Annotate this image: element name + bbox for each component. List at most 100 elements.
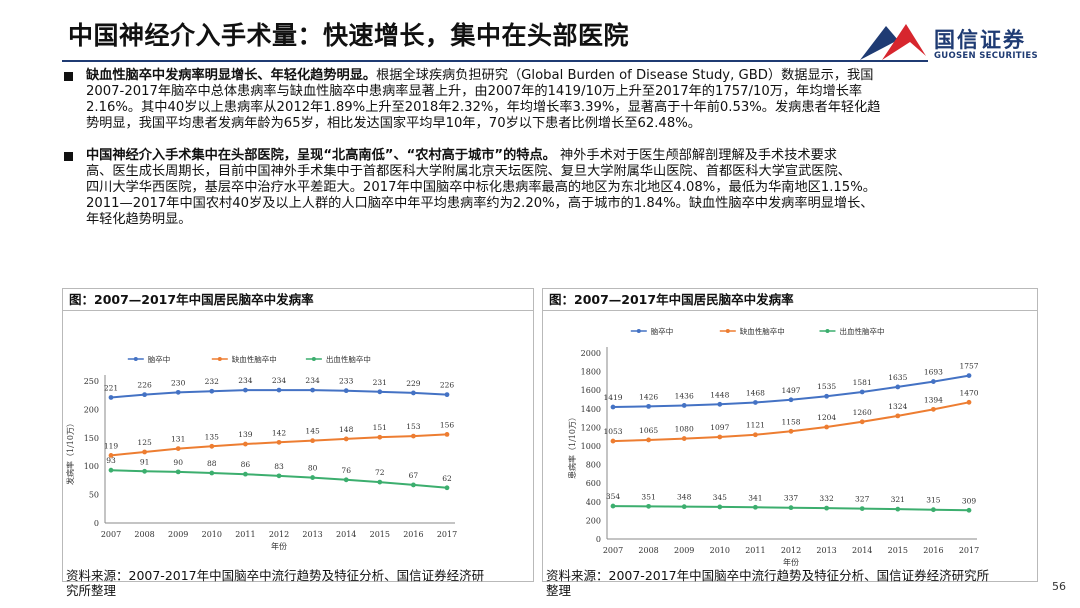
- legend-swatch-marker: [133, 357, 138, 361]
- bullet-square-icon: [64, 72, 73, 81]
- data-label: 234: [272, 376, 287, 385]
- data-label: 153: [406, 422, 421, 431]
- data-label: 83: [274, 462, 284, 471]
- data-label: 226: [137, 381, 152, 390]
- data-point: [175, 469, 181, 475]
- x-tick-label: 2015: [888, 546, 908, 555]
- data-label: 148: [339, 425, 354, 434]
- data-label: 151: [373, 423, 387, 432]
- data-point: [717, 401, 723, 407]
- data-point: [895, 506, 901, 512]
- x-tick-label: 2012: [269, 530, 289, 539]
- data-label: 351: [641, 492, 655, 501]
- data-point: [895, 384, 901, 390]
- data-label: 93: [106, 456, 116, 465]
- source-note-right: 资料来源：2007-2017年中国脑卒中流行趋势及特征分析、国信证券经济研究所 …: [546, 568, 989, 598]
- x-tick-label: 2014: [852, 546, 872, 555]
- data-point: [859, 419, 865, 425]
- series-line: [110, 469, 448, 489]
- data-point: [142, 468, 147, 474]
- data-point: [681, 436, 687, 441]
- y-tick-label: 1800: [581, 368, 601, 377]
- data-point: [209, 443, 215, 449]
- data-point: [788, 397, 794, 403]
- data-label: 234: [238, 376, 253, 385]
- data-point: [243, 471, 248, 477]
- data-label: 1053: [603, 427, 622, 436]
- data-point: [377, 479, 383, 485]
- data-label: 309: [962, 496, 977, 505]
- y-tick-label: 400: [586, 498, 601, 507]
- data-label: 1394: [924, 395, 943, 404]
- data-label: 232: [205, 377, 220, 386]
- y-tick-label: 200: [586, 516, 601, 525]
- data-label: 119: [104, 441, 119, 450]
- data-label: 91: [140, 457, 150, 466]
- legend-swatch-marker: [825, 329, 830, 333]
- x-tick-label: 2010: [202, 530, 222, 539]
- data-point: [276, 473, 282, 479]
- data-point: [646, 437, 651, 443]
- data-label: 230: [171, 378, 186, 387]
- data-label: 125: [137, 438, 152, 447]
- x-tick-label: 2013: [302, 530, 322, 539]
- legend-label: 脑卒中: [651, 326, 674, 336]
- data-label: 1436: [675, 391, 694, 400]
- data-point: [175, 446, 181, 451]
- data-point: [824, 505, 829, 511]
- data-point: [142, 449, 147, 455]
- logo-text-cn: 国信证券: [934, 28, 1026, 52]
- data-label: 1121: [746, 421, 765, 430]
- x-tick-label: 2016: [923, 546, 943, 555]
- data-label: 1470: [959, 388, 978, 397]
- source-right-line-1: 资料来源：2007-2017年中国脑卒中流行趋势及特征分析、国信证券经济研究所: [546, 568, 990, 583]
- x-tick-label: 2014: [336, 530, 356, 539]
- data-label: 332: [819, 494, 834, 503]
- data-point: [175, 389, 181, 395]
- prevalence-line-chart: 0 200 400 600 800 1000 1200 1400 1600 1800 2000 200…: [567, 326, 979, 567]
- data-label: 234: [305, 376, 320, 385]
- y-tick-label: 800: [586, 461, 601, 470]
- source-left-line-1: 资料来源：2007-2017年中国脑卒中流行趋势及特征分析、国信证券经济研: [66, 568, 485, 583]
- data-label: 90: [173, 458, 183, 467]
- data-label: 337: [784, 494, 799, 503]
- x-tick-label: 2009: [168, 530, 188, 539]
- data-point: [610, 503, 616, 509]
- data-label: 1635: [888, 373, 907, 382]
- data-label: 229: [406, 379, 421, 388]
- y-tick-label: 1400: [581, 405, 601, 414]
- y-tick-label: 1600: [581, 386, 601, 395]
- data-point: [788, 505, 794, 511]
- data-point: [444, 485, 450, 491]
- x-tick-label: 2012: [781, 546, 801, 555]
- data-label: 1468: [746, 388, 765, 397]
- data-point: [108, 395, 114, 400]
- bullet-paragraph-2: 中国神经介入手术集中在头部医院，呈现“北高南低”、“农村高于城市”的特点。 神外…: [64, 148, 1030, 228]
- data-point: [444, 431, 450, 437]
- data-point: [931, 406, 936, 412]
- legend-label: 缺血性脑卒中: [232, 354, 277, 364]
- data-label: 67: [409, 471, 419, 480]
- data-point: [276, 439, 282, 445]
- data-point: [310, 438, 315, 444]
- source-right-line-2: 整理: [546, 583, 572, 598]
- legend-swatch-marker: [311, 357, 316, 361]
- x-tick-label: 2008: [134, 530, 154, 539]
- bullet-2-lead: 中国神经介入手术集中在头部医院，呈现“北高南低”、“农村高于城市”的特点。: [86, 148, 556, 163]
- data-point: [646, 403, 651, 409]
- data-point: [343, 436, 349, 442]
- logo-text-en: GUOSEN SECURITIES: [934, 51, 1038, 61]
- data-point: [788, 428, 794, 434]
- data-label: 1204: [817, 413, 836, 422]
- data-point: [753, 400, 758, 405]
- data-point: [377, 389, 383, 395]
- y-tick-label: 0: [94, 519, 99, 528]
- data-label: 1448: [710, 390, 729, 399]
- legend-label: 出血性脑卒中: [326, 354, 371, 364]
- x-tick-label: 2011: [235, 530, 255, 539]
- y-tick-label: 1200: [581, 423, 601, 432]
- data-label: 72: [375, 468, 385, 477]
- data-point: [411, 390, 416, 396]
- chart-panel-right: 图：2007—2017年中国居民脑卒中发病率 0 200 400 600 800 1000…: [542, 288, 1038, 582]
- guosen-logo-icon: [860, 24, 926, 60]
